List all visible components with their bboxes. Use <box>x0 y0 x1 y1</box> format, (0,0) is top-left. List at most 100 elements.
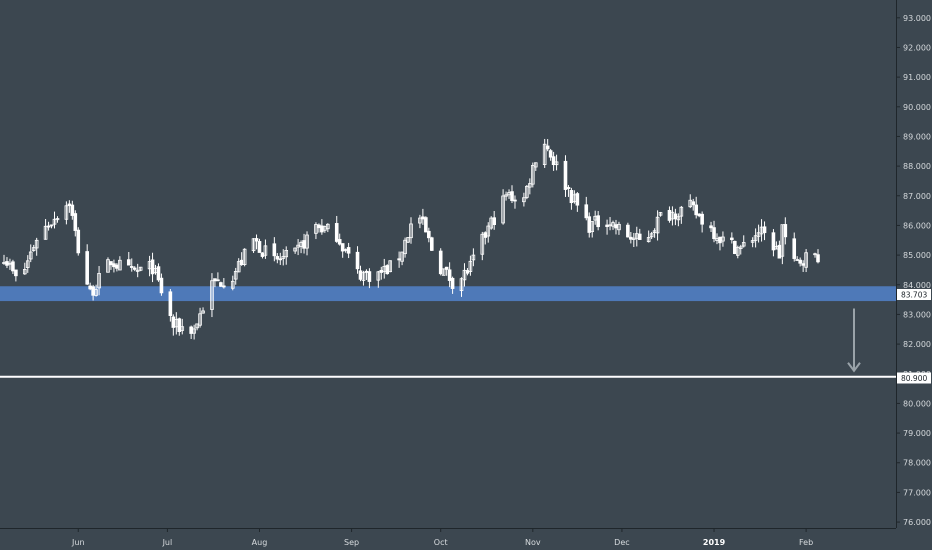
candle <box>55 216 60 223</box>
candle <box>201 307 205 314</box>
candle <box>138 266 143 272</box>
candle <box>756 224 761 243</box>
candle <box>337 233 342 246</box>
x-tick-label: Jul <box>162 538 173 547</box>
candle <box>254 234 259 250</box>
candle <box>278 252 283 265</box>
candle <box>284 246 289 265</box>
candle <box>468 255 473 276</box>
candle <box>46 221 51 231</box>
svg-text:83.703: 83.703 <box>901 291 927 300</box>
candle <box>43 218 48 240</box>
y-tick-label: 76.000 <box>903 518 931 527</box>
candle <box>741 235 746 248</box>
candle <box>275 253 280 264</box>
candle <box>753 228 758 248</box>
candle <box>735 245 740 259</box>
candle <box>31 244 36 252</box>
candle <box>106 257 110 273</box>
y-tick-label: 85.000 <box>903 251 931 260</box>
candle <box>70 200 75 220</box>
candle <box>192 324 196 340</box>
y-tick-label: 78.000 <box>903 459 931 468</box>
candle <box>64 201 69 225</box>
candle <box>85 244 89 286</box>
candle <box>314 222 318 240</box>
time-axis[interactable]: Jun Jul Aug Sep Oct Nov Dec 2019 Feb <box>71 528 813 547</box>
resistance-zone <box>0 286 896 302</box>
candle <box>545 139 550 152</box>
candle <box>649 231 654 240</box>
candle <box>450 276 455 294</box>
candle <box>679 205 684 224</box>
candle <box>94 284 98 297</box>
candle <box>676 213 681 227</box>
candle <box>355 246 360 274</box>
candle <box>14 269 18 282</box>
candle <box>25 255 30 273</box>
candle <box>263 239 268 259</box>
candle <box>52 211 57 229</box>
candle <box>168 289 173 322</box>
candle <box>118 256 122 271</box>
candle <box>22 262 27 275</box>
candle <box>700 211 704 233</box>
candle <box>293 247 297 254</box>
candle <box>792 232 797 262</box>
y-tick-label: 77.000 <box>903 488 931 497</box>
candle <box>691 198 696 211</box>
candlestick-series <box>2 138 820 340</box>
candle <box>406 237 410 243</box>
candle <box>340 243 345 258</box>
candle <box>816 249 820 264</box>
candle <box>429 236 434 251</box>
candle <box>590 221 595 238</box>
candle <box>28 244 33 263</box>
candle <box>76 227 81 256</box>
candle <box>376 270 381 288</box>
y-tick-label: 90.000 <box>903 103 931 112</box>
candle <box>251 238 256 253</box>
candle <box>233 267 238 285</box>
candle <box>400 251 404 266</box>
candle <box>694 196 698 219</box>
candle <box>554 154 559 171</box>
candle <box>563 155 568 197</box>
y-tick-label: 79.000 <box>903 429 931 438</box>
candle <box>334 215 339 243</box>
candle <box>738 244 743 255</box>
x-tick-label: 2019 <box>703 538 726 547</box>
candle <box>780 224 785 265</box>
x-tick-label: Sep <box>344 538 359 547</box>
candle <box>109 261 113 270</box>
down-arrow-icon <box>847 308 861 373</box>
candle <box>236 258 241 273</box>
y-tick-label: 93.000 <box>903 14 931 23</box>
candle <box>195 323 199 331</box>
candle <box>305 231 309 256</box>
candle <box>525 185 529 200</box>
candle <box>528 178 532 195</box>
candle <box>637 228 642 240</box>
candle <box>281 249 286 266</box>
candle <box>658 211 663 217</box>
candle <box>132 266 137 272</box>
candle <box>733 240 737 255</box>
candle <box>126 252 131 266</box>
candle <box>492 211 496 230</box>
candle <box>177 317 182 336</box>
candle <box>326 223 330 233</box>
candle <box>135 263 140 278</box>
candle <box>750 237 755 248</box>
candle <box>11 259 15 274</box>
candle <box>762 221 767 241</box>
candle <box>531 162 535 188</box>
candle <box>156 263 161 282</box>
candle <box>646 230 651 243</box>
candle <box>626 222 630 238</box>
candle <box>441 268 446 276</box>
candle <box>459 277 464 297</box>
candle <box>427 227 431 243</box>
candle <box>367 268 372 289</box>
candle <box>242 248 247 267</box>
